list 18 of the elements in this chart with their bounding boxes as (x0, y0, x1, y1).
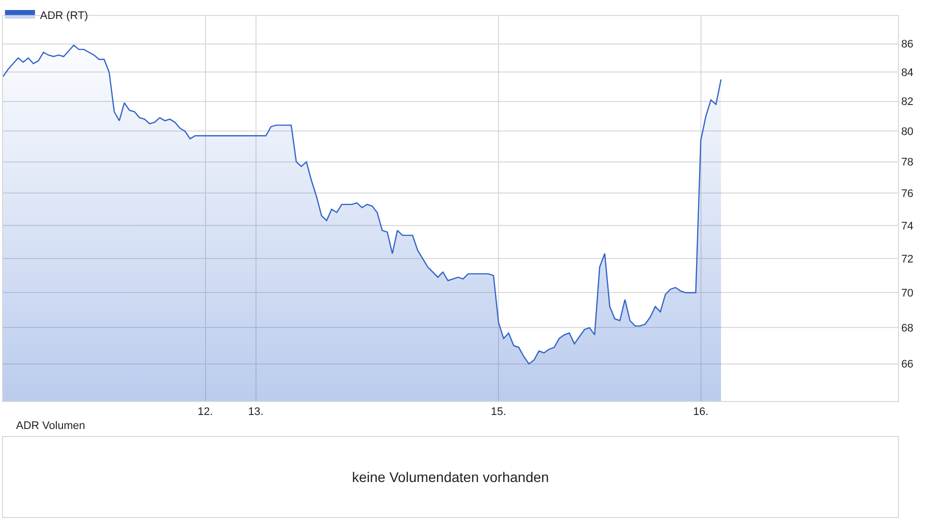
y-tick-label: 84 (901, 67, 914, 80)
x-tick-label: 16. (693, 406, 708, 418)
y-tick-label: 82 (901, 96, 914, 108)
y-tick-label: 76 (901, 188, 914, 200)
y-tick-label: 78 (901, 156, 914, 169)
y-tick-label: 74 (901, 220, 914, 232)
x-tick-label: 15. (490, 406, 506, 418)
text: keine Volumendaten vorhanden (352, 469, 549, 485)
y-tick-label: 70 (901, 288, 914, 300)
x-tick-label: 12. (198, 406, 213, 418)
y-tick-label: 80 (901, 126, 914, 138)
y-tick-label: 86 (901, 38, 914, 51)
y-tick-label: 72 (901, 253, 914, 266)
x-tick-label: 13. (248, 406, 264, 418)
legend-label: ADR (RT) (40, 10, 88, 22)
text: ADR Volumen (16, 420, 86, 432)
y-tick-label: 66 (901, 358, 914, 371)
y-tick-label: 68 (901, 322, 914, 335)
